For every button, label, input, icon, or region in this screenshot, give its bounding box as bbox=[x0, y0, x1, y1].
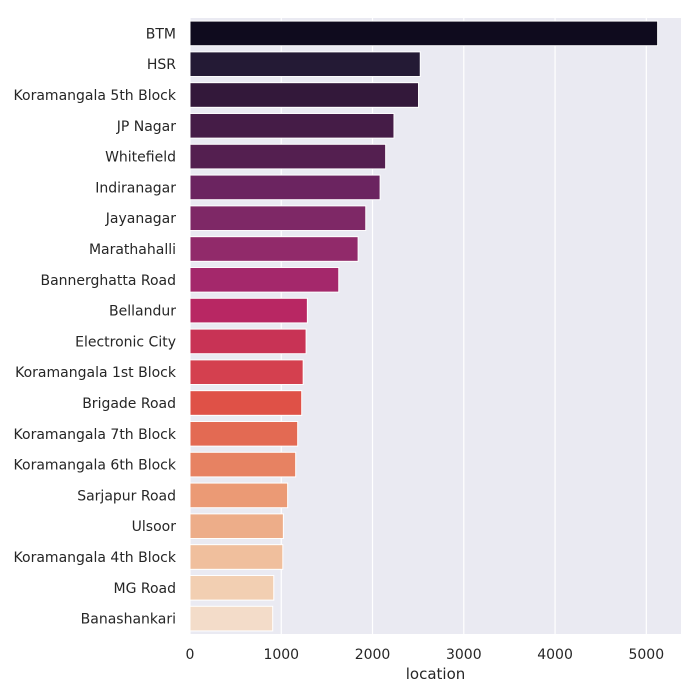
category-label: Indiranagar bbox=[95, 180, 176, 196]
bar bbox=[189, 20, 659, 47]
x-tick-labels: 0 1000 2000 3000 4000 5000 bbox=[186, 647, 665, 663]
bar bbox=[189, 513, 284, 540]
x-tick-label: 5000 bbox=[628, 647, 664, 663]
bars bbox=[189, 20, 659, 632]
x-tick-label: 4000 bbox=[537, 647, 573, 663]
bar bbox=[189, 328, 307, 355]
x-axis-title: location bbox=[406, 665, 466, 683]
category-labels: BTM HSR Koramangala 5th Block JP Nagar White… bbox=[14, 26, 177, 627]
bar bbox=[189, 112, 395, 139]
category-label: HSR bbox=[147, 57, 176, 73]
category-label: Koramangala 6th Block bbox=[14, 458, 177, 474]
category-label: Koramangala 5th Block bbox=[14, 88, 177, 104]
bar bbox=[189, 420, 299, 447]
bar bbox=[189, 574, 275, 601]
category-label: Ulsoor bbox=[132, 519, 177, 535]
bar bbox=[189, 51, 421, 78]
bar bbox=[189, 482, 289, 509]
category-label: Brigade Road bbox=[82, 396, 176, 412]
bar bbox=[189, 390, 303, 416]
x-tick-label: 1000 bbox=[263, 647, 299, 663]
category-label: Electronic City bbox=[75, 334, 176, 350]
x-tick-label: 0 bbox=[186, 647, 195, 663]
x-tick-label: 3000 bbox=[446, 647, 482, 663]
bar bbox=[189, 236, 359, 262]
category-label: Koramangala 7th Block bbox=[14, 427, 177, 443]
bar bbox=[189, 544, 284, 570]
bar bbox=[189, 297, 308, 324]
plot-area bbox=[190, 18, 681, 634]
category-label: Marathahalli bbox=[89, 242, 176, 258]
category-label: MG Road bbox=[113, 581, 176, 597]
bar bbox=[189, 174, 381, 201]
bar bbox=[189, 143, 387, 170]
category-label: JP Nagar bbox=[116, 119, 177, 135]
bar bbox=[189, 266, 340, 293]
bar bbox=[189, 605, 274, 632]
category-label: Bannerghatta Road bbox=[40, 273, 176, 289]
category-label: Jayanagar bbox=[105, 211, 176, 227]
bar bbox=[189, 82, 420, 108]
category-label: Koramangala 1st Block bbox=[15, 365, 177, 381]
category-label: Bellandur bbox=[109, 304, 176, 320]
category-label: Banashankari bbox=[81, 612, 176, 628]
bar bbox=[189, 359, 304, 386]
category-label: Sarjapur Road bbox=[77, 488, 176, 504]
category-label: Whitefield bbox=[105, 150, 176, 166]
bar bbox=[189, 451, 297, 478]
bar bbox=[189, 205, 367, 232]
x-tick-label: 2000 bbox=[355, 647, 391, 663]
category-label: BTM bbox=[146, 26, 176, 42]
category-label: Koramangala 4th Block bbox=[14, 550, 177, 566]
